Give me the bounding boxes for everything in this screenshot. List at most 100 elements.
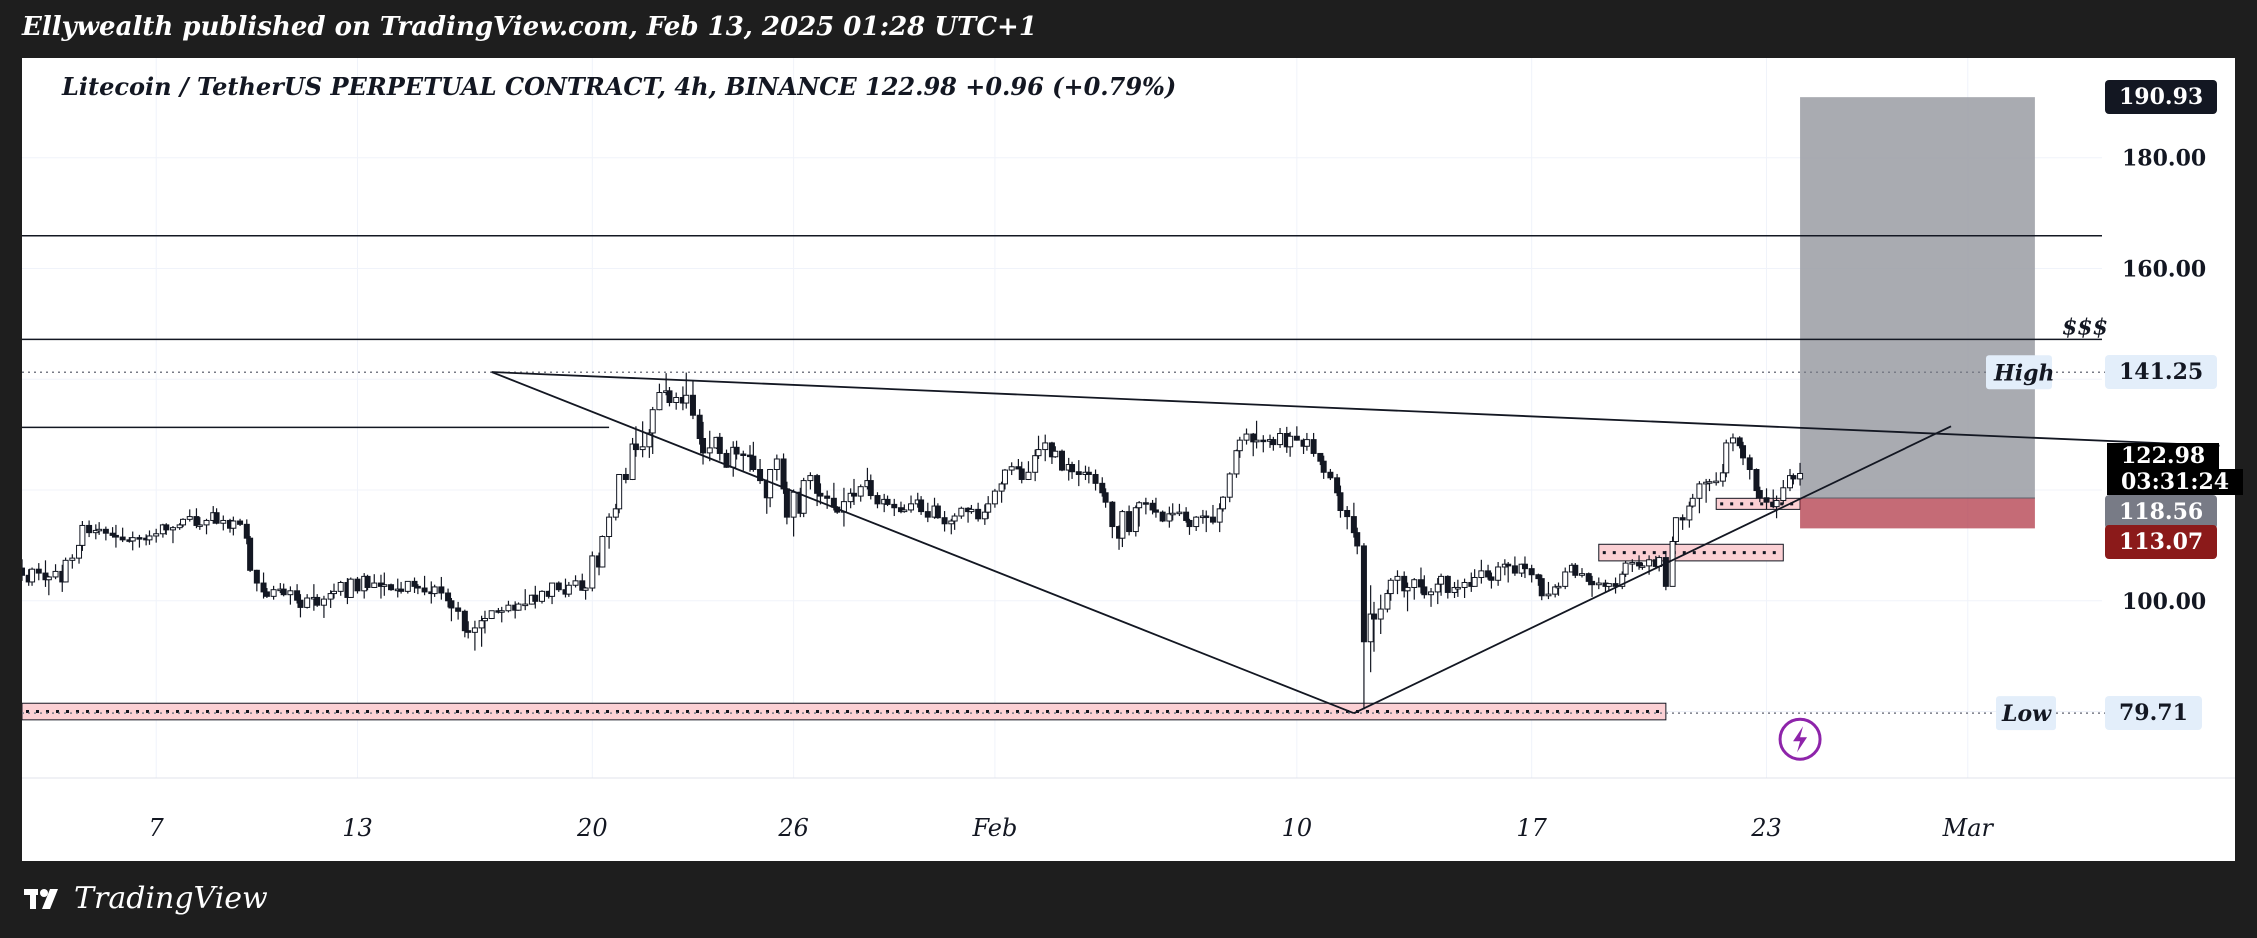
candle-body [1756,490,1763,499]
candle-body [1360,545,1367,643]
candle-body [1753,469,1760,492]
candle-body [1203,515,1210,519]
liquidity-label: $$$ [2062,314,2108,340]
candle-body [180,518,187,526]
candle-body [1169,512,1176,516]
candle-body [86,524,93,534]
candle-body [1428,591,1435,596]
candle-body [1689,497,1696,507]
candle-body [683,394,690,404]
candle-body [1706,481,1713,484]
candle-body [327,593,334,600]
candle-body [740,453,747,456]
candle-body [1132,507,1139,533]
candle-body [1092,473,1099,484]
candle-body [1250,433,1257,443]
candle-body [455,607,462,612]
candle-body [723,452,730,468]
candle-body [431,586,438,595]
chart-title: Litecoin / TetherUS PERPETUAL CONTRACT, … [62,72,1177,101]
candle-body [109,532,116,536]
candle-body [857,486,864,497]
price-chart[interactable]: High Low $$$ 180.00 160.00 100.00 7 13 20 26 Feb 10… [22,58,2235,861]
candle-body [153,533,160,537]
lightning-bolt [1793,726,1808,753]
price-tag-7971: 79.71 [2105,696,2202,731]
candle-body [1401,575,1408,592]
candle-body [733,446,740,455]
candle-body [381,584,388,587]
candle-body [649,409,656,434]
low-label: Low [2001,701,2052,727]
candle-body [1444,575,1451,593]
candle-body [1579,573,1585,576]
candle-body [297,599,304,608]
y-tick-label: 100.00 [2122,589,2206,615]
candle-body [331,590,337,595]
candle-body [582,587,589,591]
candle-body [1008,466,1015,471]
candle-body [69,557,76,561]
x-tick-label: 10 [1282,814,1313,842]
candle-body [998,483,1005,492]
candle-body [1434,583,1441,593]
candle-body [783,488,790,518]
candle-body [1059,450,1065,471]
candle-body [1015,466,1022,470]
candle-body [193,516,200,526]
candle-body [1149,502,1156,511]
candle-body [220,519,227,524]
price-tag-11856: 118.56 [2105,494,2218,529]
candle-body [1243,433,1250,441]
candle-body [1545,593,1552,597]
candle-body [1387,579,1394,595]
candle-body [1260,439,1267,443]
candle-body [1176,511,1183,515]
candle-body [1042,442,1049,451]
candle-body [169,527,176,531]
candle-body [706,447,713,454]
candle-body [1461,581,1468,588]
candle-body [1394,575,1401,581]
candle-body [632,443,639,451]
candle-body [471,627,478,633]
candle-body [539,590,545,602]
candle-body [371,582,378,588]
candle-body [1186,519,1193,528]
candle-body [589,555,596,589]
candle-body [975,508,982,520]
candle-body [817,492,824,497]
candle-body [1270,439,1277,446]
candle-body [92,529,99,534]
candle-body [280,588,287,596]
x-tick-label: 17 [1516,814,1547,842]
candle-body [1411,579,1418,588]
candle-body [461,610,468,632]
candle-body [1662,557,1669,587]
chart-panel[interactable]: High Low $$$ 180.00 160.00 100.00 7 13 20 26 Feb 10… [22,58,2244,861]
candle-body [1220,496,1227,510]
candle-body [1538,578,1545,597]
candle-body [1287,435,1294,448]
candle-body [1723,442,1730,474]
tradingview-logo[interactable]: TradingView [24,881,268,916]
candle-body [176,524,183,529]
candle-body [555,582,562,591]
candle-body [129,537,136,542]
y-tick-label: 180.00 [2122,146,2206,172]
candle-body [1136,502,1143,509]
candle-body [958,507,965,517]
candle-body [1787,475,1793,489]
candle-body [260,582,267,593]
candle-body [163,524,170,531]
candle-body [196,524,203,527]
candle-body [1669,541,1676,587]
candle-body [1505,563,1512,567]
candle-body [750,455,757,471]
footer-bar: TradingView [0,861,2257,938]
candle-body [773,458,780,471]
candle-body [1048,442,1055,458]
candle-body [448,600,455,609]
candle-body [243,523,250,539]
price-tag-14125: 141.25 [2105,355,2218,390]
